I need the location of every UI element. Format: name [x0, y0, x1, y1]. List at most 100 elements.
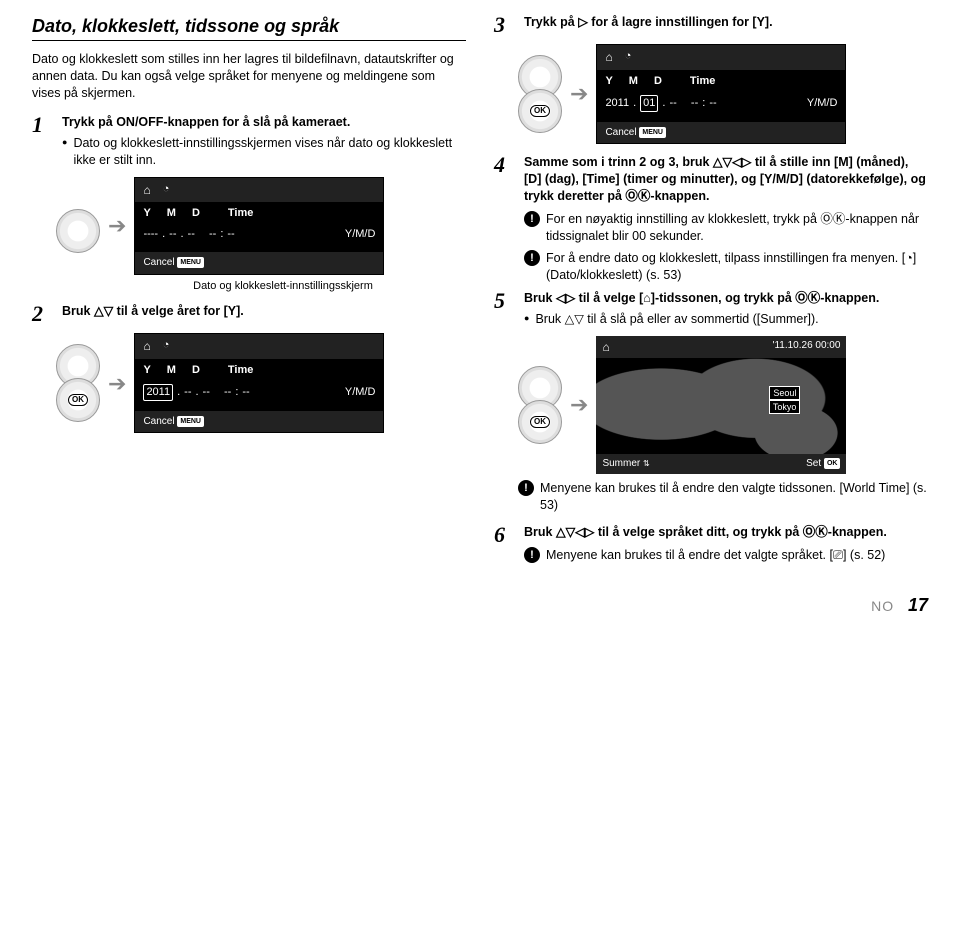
lcd-screen-blank: Y M D Time ----. --. -- --: -- Y/M/D Can…	[134, 177, 384, 275]
info-icon: !	[518, 480, 534, 496]
tz-datetime: '11.10.26 00:00	[773, 339, 841, 356]
city-tag-tokyo: Tokyo	[769, 400, 801, 414]
lcd-m: --	[184, 385, 191, 400]
step5-bullet: Bruk △▽ til å slå på eller av sommertid …	[535, 311, 818, 328]
lcd-cancel: Cancel	[143, 416, 174, 427]
lcd-screen-month: Y M D Time 2011. 01. -- --: -- Y/M/D Can…	[596, 44, 846, 144]
lcd-row-tz: OK ➔ '11.10.26 00:00 Seoul Tokyo Summer …	[518, 336, 928, 474]
lcd-min: --	[709, 96, 716, 111]
step6-lead: Bruk △▽◁▷ til å velge språket ditt, og t…	[524, 525, 887, 539]
step4-lead: Samme som i trinn 2 og 3, bruk △▽◁▷ til …	[524, 155, 926, 203]
lcd-cancel: Cancel	[605, 127, 636, 138]
step-6: 6 Bruk △▽◁▷ til å velge språket ditt, og…	[494, 524, 928, 564]
lcd-min: --	[242, 385, 249, 400]
lcd-screen-year: Y M D Time 2011. --. -- --: -- Y/M/D Can…	[134, 333, 384, 433]
lang-code: NO	[871, 598, 894, 614]
lcd-h: --	[209, 227, 216, 242]
onoff-label: ON/OFF	[116, 115, 163, 129]
step1-lead-b: -knappen for å slå på kameraet.	[163, 115, 350, 129]
home-icon	[605, 49, 616, 66]
step-2: 2 Bruk △▽ til å velge året for [Y].	[32, 303, 466, 325]
step5-lead: Bruk ◁▷ til å velge [⌂]-tidssonen, og tr…	[524, 291, 879, 305]
lcd-month-sel: 01	[640, 95, 658, 112]
lcd-hdr-time: Time	[228, 363, 253, 378]
step-number: 1	[32, 114, 54, 169]
lcd-h: --	[691, 96, 698, 111]
step-number: 4	[494, 154, 516, 284]
step3-lead: Trykk på ▷ for å lagre innstillingen for…	[524, 15, 773, 29]
lcd-d: --	[188, 227, 195, 242]
lcd-year: 2011	[605, 96, 629, 111]
home-icon	[143, 182, 154, 199]
lcd-year-blank: ----	[143, 227, 158, 242]
lcd-hdr-time: Time	[690, 74, 715, 89]
clock-icon	[163, 338, 170, 355]
lcd-hdr-m: M	[167, 363, 176, 378]
ok-icon: OK	[824, 458, 841, 469]
arrow-icon: ➔	[108, 211, 126, 241]
clock-icon	[625, 49, 632, 66]
menu-icon: MENU	[177, 257, 204, 268]
lcd-ymd: Y/M/D	[345, 227, 376, 242]
lcd-hdr-d: D	[192, 206, 200, 221]
step2-lead: Bruk △▽ til å velge året for [Y].	[62, 304, 244, 318]
lcd-hdr-m: M	[167, 206, 176, 221]
control-dial-ok-icon: OK	[518, 89, 562, 133]
arrow-icon: ➔	[108, 369, 126, 399]
lcd-d: --	[669, 96, 676, 111]
step4-note1: For en nøyaktig innstilling av klokkesle…	[546, 211, 928, 245]
step-number: 6	[494, 524, 516, 564]
home-icon	[602, 343, 613, 354]
control-dial-icon	[56, 209, 100, 253]
step-5: 5 Bruk ◁▷ til å velge [⌂]-tidssonen, og …	[494, 290, 928, 328]
lcd-hdr-time: Time	[228, 206, 253, 221]
lcd-hdr-d: D	[654, 74, 662, 89]
lcd-hdr-d: D	[192, 363, 200, 378]
lcd-year-sel: 2011	[143, 384, 173, 401]
summer-label: Summer	[602, 458, 640, 469]
city-tag-seoul: Seoul	[769, 386, 800, 400]
page-number: 17	[908, 595, 928, 615]
lcd-caption-1: Dato og klokkeslett-innstillingsskjerm	[100, 279, 466, 294]
step1-bullet: Dato og klokkeslett-innstillingsskjermen…	[73, 135, 466, 169]
section-title: Dato, klokkeslett, tidssone og språk	[32, 14, 466, 41]
lcd-cancel: Cancel	[143, 257, 174, 268]
menu-icon: MENU	[639, 127, 666, 138]
step-4: 4 Samme som i trinn 2 og 3, bruk △▽◁▷ ti…	[494, 154, 928, 284]
info-icon: !	[524, 250, 540, 266]
lcd-m: --	[169, 227, 176, 242]
lcd-min: --	[227, 227, 234, 242]
lcd-hdr-y: Y	[143, 206, 150, 221]
lcd-d: --	[203, 385, 210, 400]
tz-menu-note: Menyene kan brukes til å endre den valgt…	[540, 480, 928, 514]
step-number: 5	[494, 290, 516, 328]
control-dial-ok-icon: OK	[56, 378, 100, 422]
step-3: 3 Trykk på ▷ for å lagre innstillingen f…	[494, 14, 928, 36]
lcd-hdr-y: Y	[605, 74, 612, 89]
lcd-hdr-y: Y	[143, 363, 150, 378]
page-footer: NO 17	[494, 593, 928, 617]
lcd-row-3: OK ➔ Y M D Time 2011. 01. -- --: -- Y/M/…	[518, 44, 928, 144]
info-icon: !	[524, 211, 540, 227]
arrow-icon: ➔	[570, 79, 588, 109]
step4-note2: For å endre dato og klokkeslett, tilpass…	[546, 250, 928, 284]
step1-lead-a: Trykk på	[62, 115, 116, 129]
lcd-ymd: Y/M/D	[345, 385, 376, 400]
lcd-ymd: Y/M/D	[807, 96, 838, 111]
info-icon: !	[524, 547, 540, 563]
lcd-timezone-map: '11.10.26 00:00 Seoul Tokyo Summer ⇅ Set…	[596, 336, 846, 474]
arrow-icon: ➔	[570, 390, 588, 420]
step-number: 3	[494, 14, 516, 36]
step6-note: Menyene kan brukes til å endre det valgt…	[546, 547, 928, 564]
intro-text: Dato og klokkeslett som stilles inn her …	[32, 51, 466, 102]
lcd-h: --	[224, 385, 231, 400]
set-label: Set	[806, 458, 821, 469]
control-dial-ok-icon: OK	[518, 400, 562, 444]
step-1: 1 Trykk på ON/OFF-knappen for å slå på k…	[32, 114, 466, 169]
lcd-row-2: OK ➔ Y M D Time 2011. --. -- --: -- Y/M/…	[56, 333, 466, 433]
step-number: 2	[32, 303, 54, 325]
clock-icon	[163, 182, 170, 199]
lcd-hdr-m: M	[629, 74, 638, 89]
menu-icon: MENU	[177, 416, 204, 427]
home-icon	[143, 338, 154, 355]
